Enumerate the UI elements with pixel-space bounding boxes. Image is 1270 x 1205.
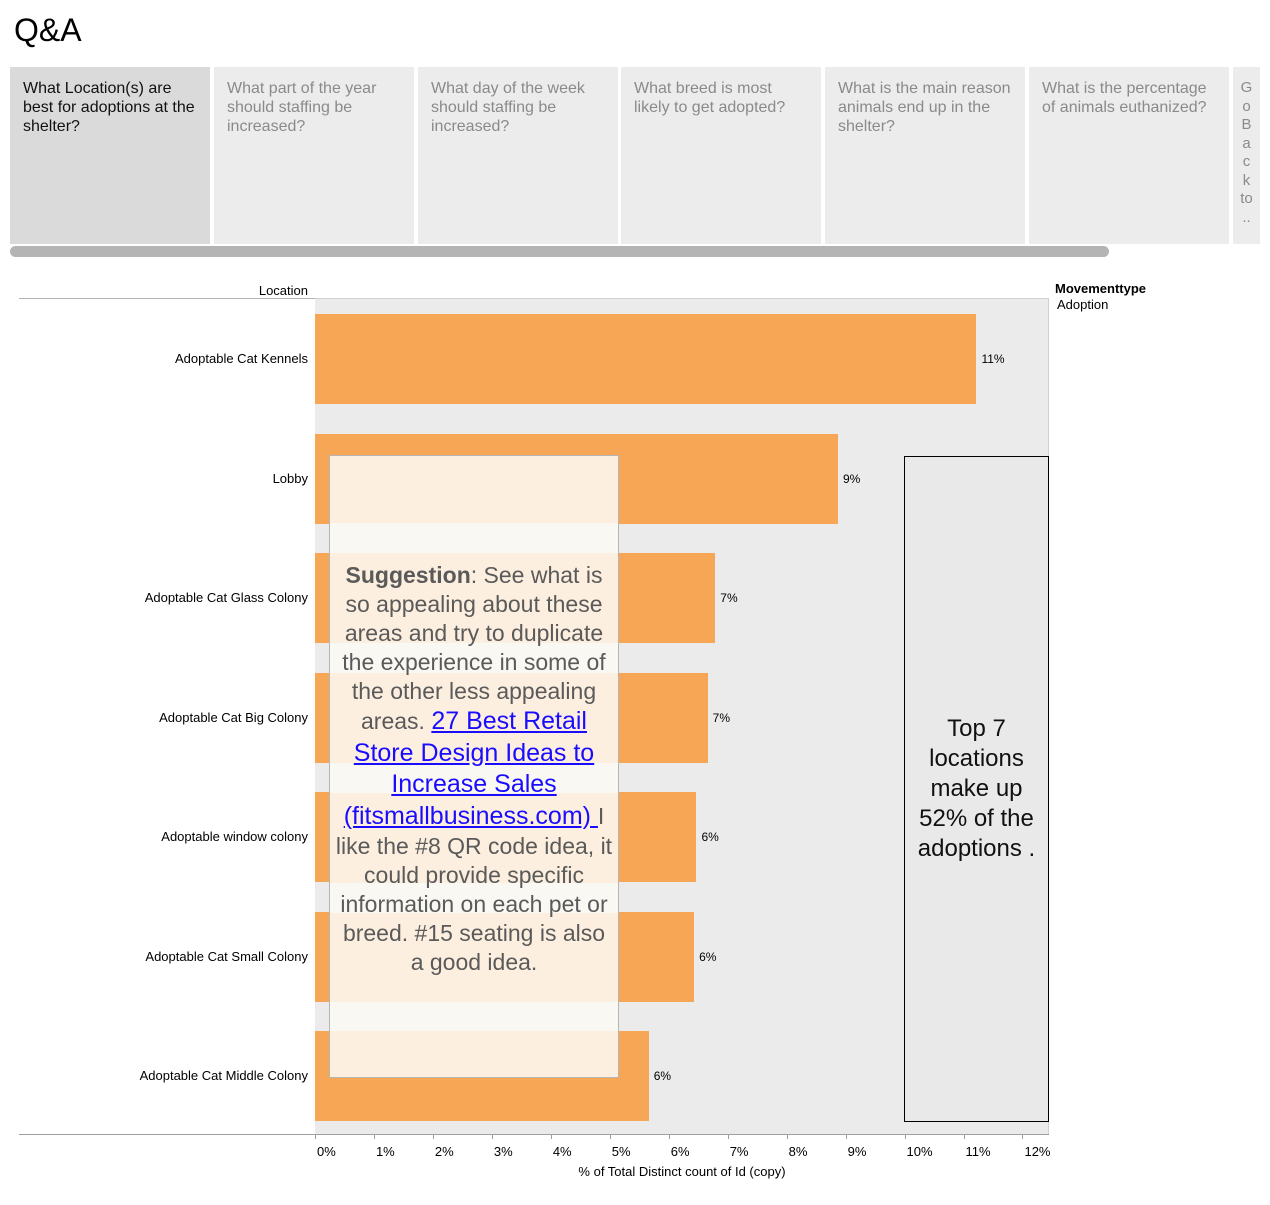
suggestion-body-1: : See what is so appealing about these a… [342, 562, 606, 734]
x-tick-mark [315, 1134, 316, 1139]
x-tick-mark [845, 1134, 847, 1139]
tab-day-of-week[interactable]: What day of the week should staffing be … [418, 67, 618, 244]
suggestion-text: Suggestion: See what is so appealing abo… [334, 561, 614, 977]
tab-euthanized[interactable]: What is the percentage of animals euthan… [1029, 67, 1229, 244]
x-tick-label: 9% [847, 1144, 867, 1159]
x-tick-label: 10% [906, 1144, 933, 1159]
tab-breed[interactable]: What breed is most likely to get adopted… [621, 67, 821, 244]
x-tick-mark [786, 1134, 788, 1139]
x-tick-label: 4% [552, 1144, 572, 1159]
x-tick-label: 6% [670, 1144, 690, 1159]
tab-main-reason[interactable]: What is the main reason animals end up i… [825, 67, 1025, 244]
x-tick-label: 8% [788, 1144, 808, 1159]
summary-annotation: Top 7 locations make up 52% of the adopt… [904, 456, 1049, 1122]
x-tick-mark [432, 1134, 434, 1139]
tab-locations[interactable]: What Location(s) are best for adoptions … [10, 67, 210, 244]
page-title: Q&A [14, 12, 82, 48]
category-label: Adoptable Cat Middle Colony [139, 1068, 308, 1083]
bar-value-label: 6% [699, 949, 717, 964]
category-label: Adoptable Cat Glass Colony [144, 590, 308, 605]
x-tick-mark [550, 1134, 552, 1139]
suggestion-lead: Suggestion [345, 562, 471, 588]
category-label: Adoptable window colony [161, 829, 308, 844]
x-tick-mark [491, 1134, 493, 1139]
x-tick-mark [1022, 1134, 1024, 1139]
x-tick-mark [609, 1134, 611, 1139]
x-tick-label: 5% [611, 1144, 631, 1159]
x-tick-mark [904, 1134, 906, 1139]
legend-title: Movementtype [1055, 281, 1147, 296]
bar-value-label: 7% [712, 710, 730, 725]
story-navigator: What Location(s) are best for adoptions … [10, 67, 1260, 244]
x-tick-mark [668, 1134, 670, 1139]
bar-value-label: 6% [701, 830, 719, 844]
summary-annotation-text: Top 7 locations make up 52% of the adopt… [917, 715, 1036, 862]
category-label: Adoptable Cat Big Colony [159, 709, 308, 725]
suggestion-card: Suggestion: See what is so appealing abo… [329, 455, 619, 1078]
x-tick-label: 11% [965, 1144, 991, 1159]
x-tick-mark [727, 1134, 729, 1139]
x-tick-mark [373, 1134, 375, 1139]
row-header-location: Location [258, 283, 308, 298]
bar-value-label: 9% [842, 471, 861, 486]
category-label: Adoptable Cat Kennels [175, 351, 308, 366]
x-tick-label: 1% [375, 1144, 395, 1159]
x-tick-label: 12% [1024, 1144, 1051, 1159]
bar[interactable] [315, 314, 977, 404]
navigator-scrollbar[interactable] [10, 246, 1109, 257]
suggestion-body-2: I like the #8 QR code idea, it could pro… [335, 802, 613, 976]
bar-value-label: 7% [720, 591, 738, 605]
x-axis-title: % of Total Distinct count of Id (copy) [578, 1164, 786, 1179]
x-tick-label: 0% [317, 1144, 336, 1159]
store-design-link[interactable]: 27 Best Retail Store Design Ideas to Inc… [343, 707, 598, 830]
tab-part-of-year[interactable]: What part of the year should staffing be… [214, 67, 414, 244]
x-tick-label: 2% [434, 1144, 454, 1159]
bar-value-label: 6% [653, 1069, 672, 1083]
x-tick-mark [963, 1134, 965, 1139]
header-divider [19, 298, 315, 299]
x-tick-label: 7% [729, 1144, 749, 1159]
category-label: Adoptable Cat Small Colony [145, 948, 308, 964]
x-axis-line [19, 1134, 1049, 1135]
category-label: Lobby [272, 470, 308, 486]
x-tick-label: 3% [493, 1144, 513, 1159]
legend-item-adoption[interactable]: Adoption [1057, 297, 1109, 312]
bar-value-label: 11% [981, 352, 1005, 366]
